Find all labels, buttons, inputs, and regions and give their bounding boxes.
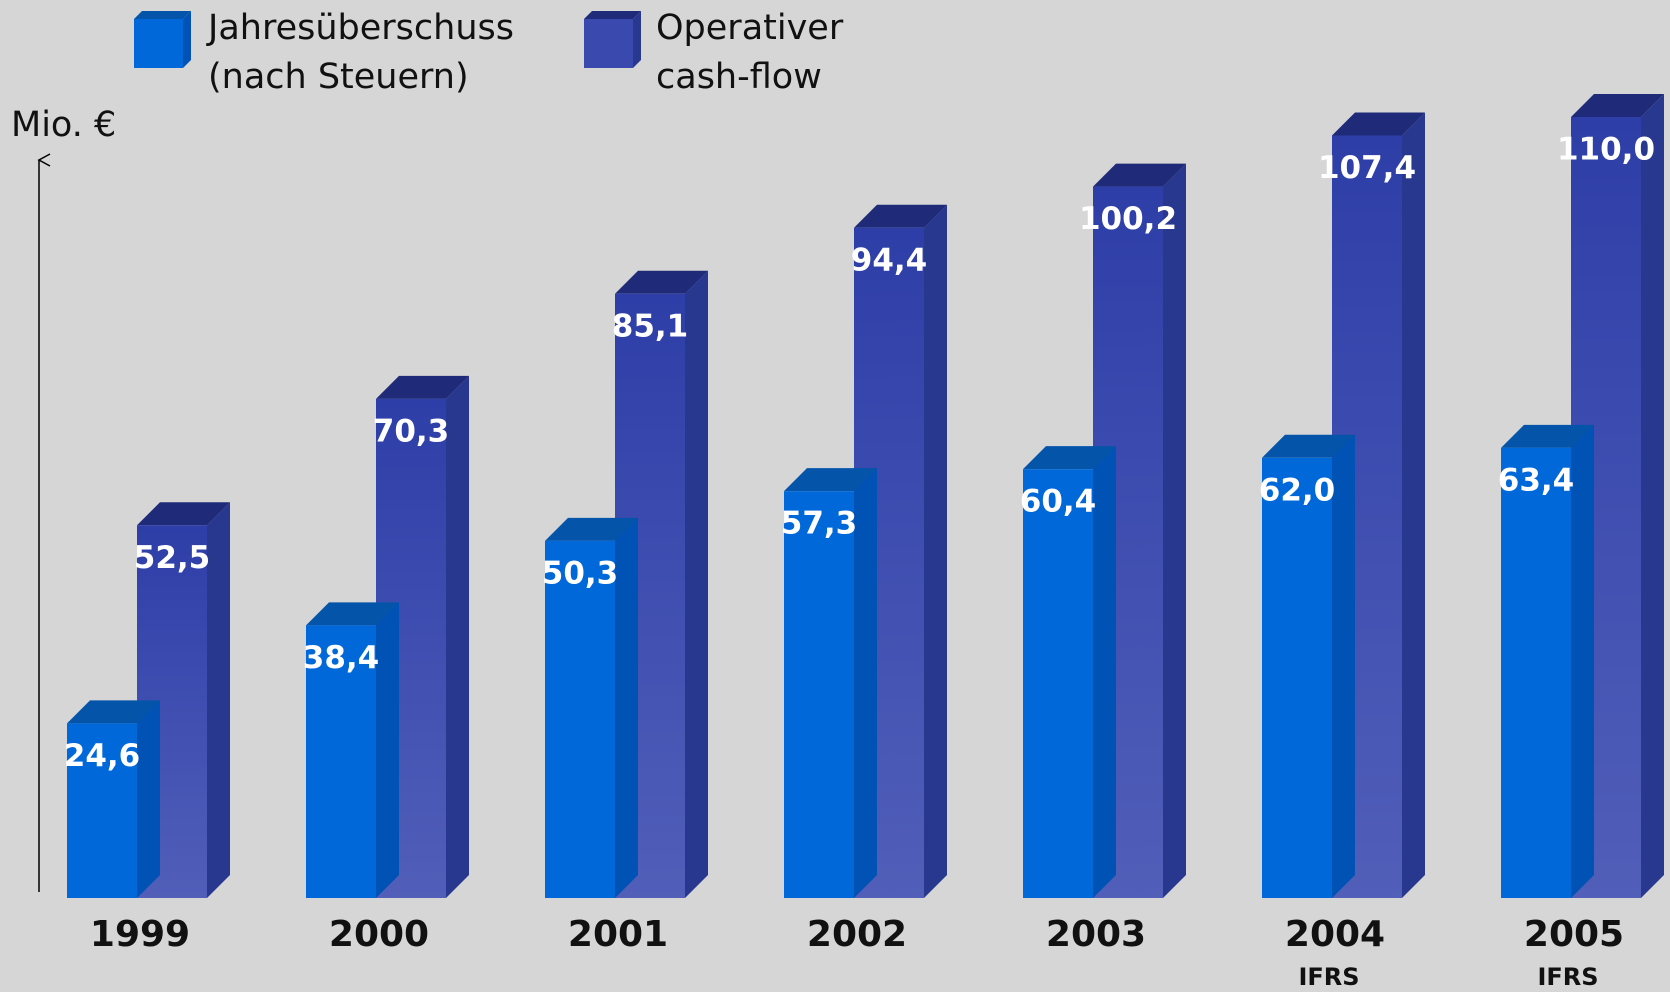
value-label: 50,3 [542,555,619,591]
bar-top [1023,446,1116,470]
legend-label: Operativer cash-flow [656,8,844,97]
bar-top [376,375,469,399]
bar-side [1163,163,1186,898]
y-axis-label: Mio. € [11,105,116,145]
legend-swatch [633,11,641,68]
bar-top [854,204,947,228]
bar-side [446,375,469,898]
bar-top [1501,424,1594,448]
bar-side [1641,94,1664,898]
bar [1501,447,1571,898]
legend-swatch [183,11,191,68]
bar-side [1571,424,1594,898]
bar [67,723,137,898]
value-label: 38,4 [303,640,380,676]
value-label: 57,3 [781,506,858,542]
x-tick-label: 2002 [807,914,907,955]
x-tick-label: 2005 [1524,914,1624,955]
bar-top [1262,434,1355,458]
x-tick-label: 2004 [1285,914,1385,955]
value-label: 70,3 [373,413,450,449]
legend-label: Jahresüberschuss (nach Steuern) [208,8,514,97]
bar-top [137,502,230,526]
bar-side [137,700,160,898]
bar-side [1093,446,1116,898]
annotation: IFRS [1537,963,1598,991]
bar-top [67,700,160,724]
bar [1023,469,1093,898]
x-tick-label: 2003 [1046,914,1146,955]
value-label: 60,4 [1020,484,1097,520]
bar-side [376,602,399,898]
bar-top [615,270,708,294]
value-label: 110,0 [1557,132,1655,168]
bar-side [1332,434,1355,898]
bar-top [306,602,399,626]
value-label: 107,4 [1318,150,1416,186]
bar-top [1332,112,1425,136]
x-tick-label: 2000 [329,914,429,955]
value-label: 100,2 [1079,201,1177,237]
value-label: 94,4 [851,242,928,278]
bar-side [615,517,638,898]
bar-side [924,204,947,898]
value-label: 52,5 [134,540,211,576]
bar-top [784,468,877,492]
annotation: IFRS [1298,963,1359,991]
x-tick-label: 1999 [90,914,190,955]
bar-side [1402,112,1425,898]
legend-swatch [134,11,191,19]
bar [306,625,376,898]
bar [784,491,854,898]
value-label: 62,0 [1259,472,1336,508]
x-tick-label: 2001 [568,914,668,955]
legend-swatch [584,11,641,19]
legend-swatch [584,19,633,68]
legend-swatch [134,19,183,68]
bar [545,540,615,898]
bar-top [545,517,638,541]
bar [1262,457,1332,898]
bar-top [1093,163,1186,187]
value-label: 63,4 [1498,462,1575,498]
bar-top [1571,94,1664,117]
value-label: 85,1 [612,308,689,344]
value-label: 24,6 [64,738,141,774]
bar-side [854,468,877,898]
bar-side [207,502,230,898]
bar-side [685,270,708,898]
